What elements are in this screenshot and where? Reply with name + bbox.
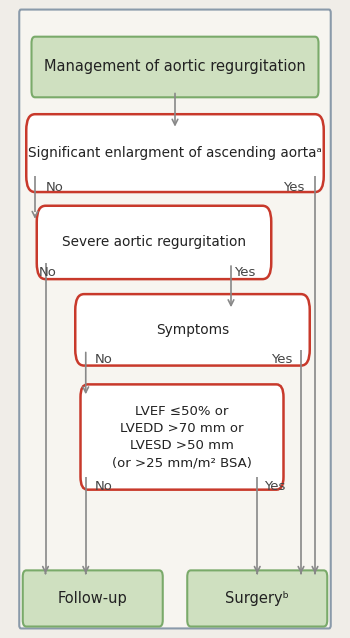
FancyBboxPatch shape — [26, 114, 324, 192]
Text: Surgeryᵇ: Surgeryᵇ — [225, 591, 289, 606]
Text: Yes: Yes — [264, 480, 286, 493]
Text: Yes: Yes — [283, 181, 304, 194]
FancyBboxPatch shape — [187, 570, 327, 627]
Text: Significant enlargment of ascending aortaᵃ: Significant enlargment of ascending aort… — [28, 146, 322, 160]
FancyBboxPatch shape — [23, 570, 163, 627]
Text: LVEF ≤50% or
LVEDD >70 mm or
LVESD >50 mm
(or >25 mm/m² BSA): LVEF ≤50% or LVEDD >70 mm or LVESD >50 m… — [112, 405, 252, 469]
Text: Yes: Yes — [271, 353, 292, 366]
Text: No: No — [38, 267, 56, 279]
FancyBboxPatch shape — [75, 294, 310, 366]
FancyBboxPatch shape — [32, 36, 318, 97]
FancyBboxPatch shape — [80, 384, 284, 490]
FancyBboxPatch shape — [37, 205, 271, 279]
Text: No: No — [94, 353, 112, 366]
Text: No: No — [46, 181, 63, 194]
Text: No: No — [94, 480, 112, 493]
Text: Yes: Yes — [234, 267, 256, 279]
Text: Follow-up: Follow-up — [58, 591, 128, 606]
Text: Management of aortic regurgitation: Management of aortic regurgitation — [44, 59, 306, 75]
Text: Severe aortic regurgitation: Severe aortic regurgitation — [62, 235, 246, 249]
FancyBboxPatch shape — [19, 10, 331, 628]
Text: Symptoms: Symptoms — [156, 323, 229, 337]
